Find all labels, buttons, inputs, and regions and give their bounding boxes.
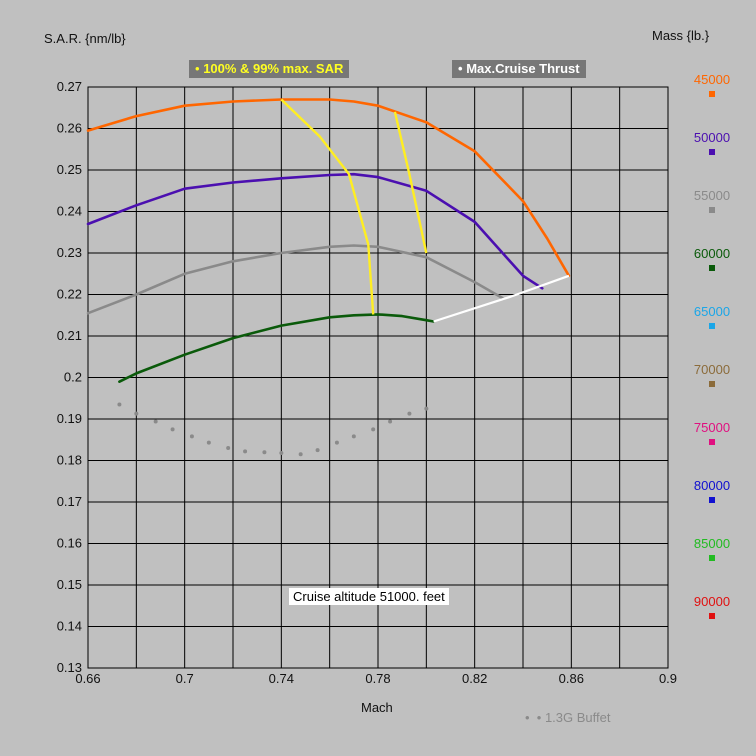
buffet-point — [279, 451, 284, 456]
buffet-point — [134, 411, 139, 416]
y-axis-label: S.A.R. {nm/lb} — [44, 31, 126, 46]
series-line-55000 — [86, 244, 506, 315]
legend-max-thrust-bullet: • — [458, 61, 463, 76]
buffet-point — [206, 440, 211, 445]
mass-legend-swatch — [709, 439, 715, 445]
buffet-point — [298, 452, 303, 457]
series-line-45000 — [86, 98, 571, 278]
buffet-point — [262, 450, 267, 455]
legend-buffet-dots: • • — [525, 710, 545, 725]
y-tick-label: 0.22 — [57, 287, 82, 302]
mass-legend-item: 90000 — [690, 594, 734, 619]
mass-legend-item: 65000 — [690, 304, 734, 329]
y-tick-label: 0.2 — [64, 370, 82, 385]
buffet-point — [407, 411, 412, 416]
y-tick-label: 0.19 — [57, 411, 82, 426]
legend-buffet: • • 1.3G Buffet — [525, 710, 610, 725]
mass-legend-swatch — [709, 207, 715, 213]
y-tick-label: 0.17 — [57, 494, 82, 509]
mass-legend-item: 75000 — [690, 420, 734, 445]
mass-legend-label: 65000 — [693, 304, 731, 319]
max-sar-line — [280, 98, 375, 315]
mass-legend-label: 60000 — [693, 246, 731, 261]
y-tick-label: 0.23 — [57, 245, 82, 260]
mass-legend-label: 70000 — [693, 362, 731, 377]
buffet-point — [243, 449, 248, 454]
mass-legend-label: 55000 — [693, 188, 731, 203]
max-sar-line — [393, 111, 428, 254]
buffet-point — [334, 440, 339, 445]
mass-legend-item: 55000 — [690, 188, 734, 213]
legend-buffet-label: 1.3G Buffet — [544, 710, 611, 725]
buffet-point — [117, 402, 122, 407]
max-cruise-thrust-line — [433, 274, 570, 323]
mass-legend-item: 45000 — [690, 72, 734, 97]
buffet-point — [351, 434, 356, 439]
mass-legend-item: 50000 — [690, 130, 734, 155]
mass-legend-label: 90000 — [693, 594, 731, 609]
legend-max-sar-label: 100% & 99% max. SAR — [203, 61, 344, 76]
series-line-50000 — [86, 172, 544, 290]
y-tick-label: 0.13 — [57, 660, 82, 675]
x-tick-label: 0.66 — [75, 671, 100, 686]
buffet-point — [189, 434, 194, 439]
y-tick-label: 0.21 — [57, 328, 82, 343]
y-tick-label: 0.16 — [57, 536, 82, 551]
legend-max-sar-bullet: • — [195, 61, 200, 76]
mass-legend-item: 85000 — [690, 536, 734, 561]
mass-legend-swatch — [709, 613, 715, 619]
y-tick-label: 0.26 — [57, 121, 82, 136]
y-tick-label: 0.24 — [57, 204, 82, 219]
mass-legend-swatch — [709, 497, 715, 503]
mass-legend-label: 75000 — [693, 420, 731, 435]
y-tick-label: 0.15 — [57, 577, 82, 592]
mass-legend-swatch — [709, 323, 715, 329]
mass-legend-label: 85000 — [693, 536, 731, 551]
buffet-point — [153, 419, 158, 424]
mass-legend-swatch — [709, 149, 715, 155]
mass-legend-title: Mass {lb.} — [652, 28, 710, 43]
legend-max-thrust-label: Max.Cruise Thrust — [466, 61, 580, 76]
series-line-60000 — [118, 313, 435, 384]
buffet-point — [315, 448, 320, 453]
y-tick-label: 0.25 — [57, 162, 82, 177]
mass-legend-item: 80000 — [690, 478, 734, 503]
mass-legend-swatch — [709, 381, 715, 387]
x-axis-label: Mach — [361, 700, 393, 715]
mass-legend-item: 70000 — [690, 362, 734, 387]
buffet-point — [371, 427, 376, 432]
buffet-point — [388, 419, 393, 424]
mass-legend-swatch — [709, 555, 715, 561]
buffet-point — [170, 427, 175, 432]
y-tick-label: 0.27 — [57, 79, 82, 94]
buffet-point — [424, 406, 429, 411]
x-tick-label: 0.78 — [365, 671, 390, 686]
y-tick-label: 0.18 — [57, 453, 82, 468]
mass-legend-item: 60000 — [690, 246, 734, 271]
x-tick-label: 0.7 — [176, 671, 194, 686]
legend-max-sar: • 100% & 99% max. SAR — [189, 60, 350, 78]
cruise-altitude-annotation: Cruise altitude 51000. feet — [289, 588, 449, 605]
x-tick-label: 0.82 — [462, 671, 487, 686]
mass-legend-label: 50000 — [693, 130, 731, 145]
mass-legend-swatch — [709, 265, 715, 271]
legend-max-thrust: • Max.Cruise Thrust — [452, 60, 586, 78]
buffet-point — [226, 446, 231, 451]
mass-legend-label: 80000 — [693, 478, 731, 493]
y-tick-label: 0.14 — [57, 619, 82, 634]
x-tick-label: 0.74 — [269, 671, 294, 686]
mass-legend-label: 45000 — [693, 72, 731, 87]
x-tick-label: 0.86 — [559, 671, 584, 686]
mass-legend-swatch — [709, 91, 715, 97]
x-tick-label: 0.9 — [659, 671, 677, 686]
